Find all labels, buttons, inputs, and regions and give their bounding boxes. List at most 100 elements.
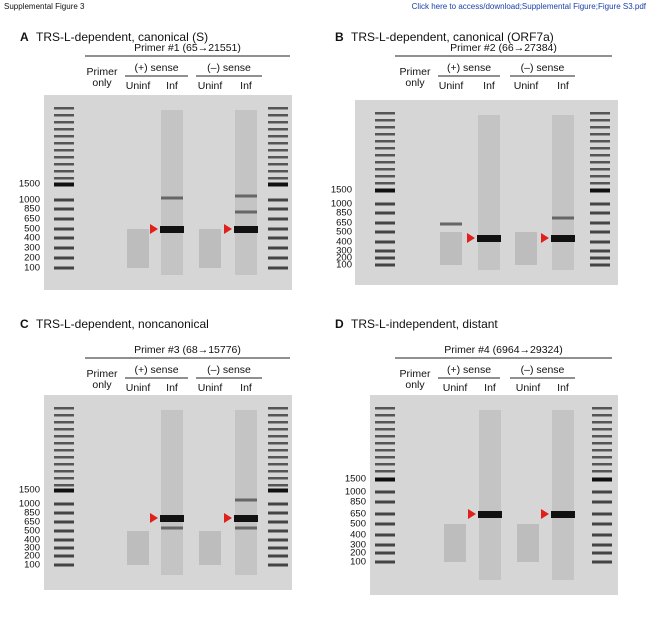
primer-only-label: only [405, 77, 425, 89]
ladder-band [590, 256, 610, 260]
ladder-band [54, 182, 74, 187]
lane-smear [235, 110, 257, 275]
ladder-band [54, 563, 74, 567]
ladder-band [54, 170, 74, 173]
ladder-band [54, 114, 74, 117]
ladder-band [268, 421, 288, 424]
ladder-band [375, 112, 395, 115]
ladder-band [268, 121, 288, 124]
ladder-band [592, 470, 612, 473]
ladder-band [592, 456, 612, 459]
ladder-band [268, 554, 288, 558]
ladder-band [375, 119, 395, 122]
ladder-band [375, 263, 395, 267]
ladder-band [375, 470, 395, 473]
ladder-band [268, 414, 288, 417]
lane-label: Inf [557, 382, 569, 394]
sense-label: (–) sense [521, 62, 565, 74]
primer-only-label: Primer [87, 66, 118, 78]
ladder-band [268, 449, 288, 452]
band-arrow [224, 513, 232, 523]
minor-band [235, 194, 257, 198]
product-band [477, 235, 501, 242]
product-band [160, 226, 184, 233]
band-arrow [541, 509, 549, 519]
ladder-band [54, 246, 74, 250]
ladder-band [268, 135, 288, 138]
lane-label: Uninf [443, 382, 468, 394]
panel-title: TRS-L-dependent, canonical (ORF7a) [351, 30, 554, 44]
band-arrow [150, 513, 158, 523]
ladder-band [590, 154, 610, 157]
ladder-band [54, 135, 74, 138]
size-marker-label: 500 [336, 227, 352, 238]
lane-smear [127, 229, 149, 268]
ladder-band [54, 470, 74, 473]
ladder-band [268, 142, 288, 145]
ladder-band [375, 543, 395, 547]
sense-label: (+) sense [134, 364, 178, 376]
minor-band [235, 498, 257, 502]
lane-label: Inf [166, 382, 178, 394]
size-marker-label: 400 [24, 233, 40, 244]
ladder-band [54, 407, 74, 410]
size-marker-label: 100 [336, 260, 352, 271]
size-marker-label: 100 [24, 263, 40, 274]
band-arrow [224, 224, 232, 234]
lane-smear [515, 232, 537, 265]
product-band [160, 515, 184, 522]
lane-label: Uninf [198, 382, 223, 394]
lane-label: Inf [240, 382, 252, 394]
sense-label: (–) sense [207, 62, 251, 74]
ladder-band [590, 119, 610, 122]
minor-band [161, 526, 183, 530]
ladder-band [375, 230, 395, 234]
ladder-band [268, 198, 288, 202]
primer-only-label: Primer [87, 368, 118, 380]
ladder-band [54, 484, 74, 487]
lane-label: Uninf [126, 382, 151, 394]
size-marker-label: 300 [336, 246, 352, 257]
download-link[interactable]: Click here to access/download;Supplement… [412, 2, 647, 11]
ladder-band [590, 140, 610, 143]
ladder-band [54, 428, 74, 431]
ladder-band [590, 126, 610, 129]
ladder-band [54, 488, 74, 493]
size-marker-label: 500 [350, 519, 366, 530]
ladder-band [375, 133, 395, 136]
lane-smear [127, 531, 149, 565]
ladder-band [268, 470, 288, 473]
ladder-band [268, 227, 288, 231]
ladder-band [375, 421, 395, 424]
ladder-band [375, 522, 395, 526]
ladder-band [590, 175, 610, 178]
product-band [478, 511, 502, 518]
ladder-band [54, 163, 74, 166]
gel-panel: C TRS-L-dependent, noncanonical Primer #3 … [19, 317, 292, 590]
ladder-band [268, 266, 288, 270]
ladder-band [375, 435, 395, 438]
ladder-band [54, 449, 74, 452]
ladder-band [375, 456, 395, 459]
ladder-band [268, 156, 288, 159]
ladder-band [375, 188, 395, 193]
ladder-band [54, 529, 74, 533]
lane-smear [478, 115, 500, 270]
band-arrow [541, 233, 549, 243]
ladder-band [375, 168, 395, 171]
lane-smear [161, 110, 183, 275]
ladder-band [54, 107, 74, 110]
ladder-band [268, 463, 288, 466]
ladder-band [268, 477, 288, 480]
ladder-band [590, 133, 610, 136]
ladder-band [268, 149, 288, 152]
lane-label: Uninf [514, 80, 539, 92]
ladder-band [268, 407, 288, 410]
ladder-band [375, 154, 395, 157]
lane-label: Inf [484, 382, 496, 394]
size-marker-label: 400 [24, 535, 40, 546]
ladder-band [54, 149, 74, 152]
ladder-band [268, 511, 288, 515]
lane-smear [199, 229, 221, 268]
ladder-band [375, 449, 395, 452]
